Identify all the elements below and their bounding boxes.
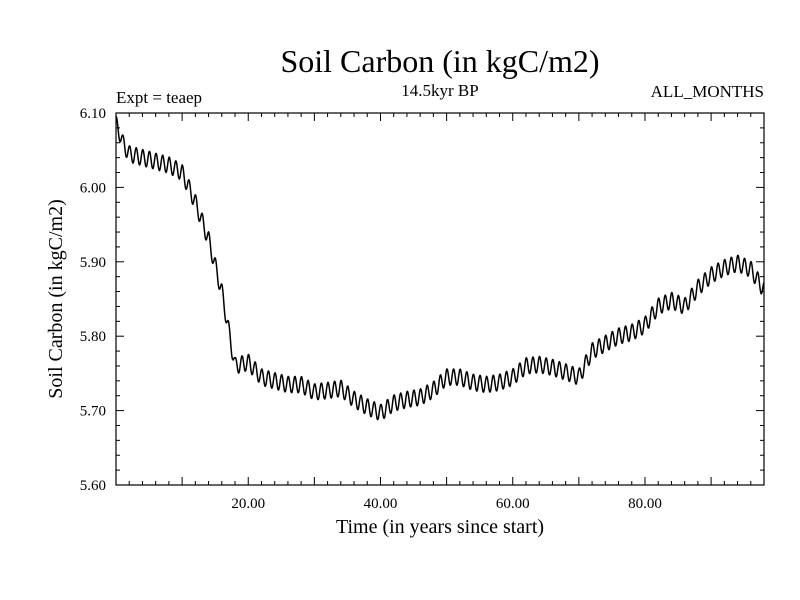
x-tick-label: 80.00 [628, 496, 662, 512]
y-axis-label: Soil Carbon (in kgC/m2) [45, 199, 67, 398]
y-tick-label: 5.60 [80, 478, 106, 494]
plot-frame [115, 112, 765, 486]
y-tick-label: 6.10 [80, 106, 106, 122]
months-label: ALL_MONTHS [651, 82, 764, 101]
y-tick-label: 5.70 [80, 404, 106, 420]
data-series-line [115, 116, 765, 421]
x-axis-ticks: 20.00 40.00 60.00 80.00 [128, 113, 765, 512]
x-tick-label: 40.00 [364, 496, 398, 512]
y-tick-label: 5.90 [80, 255, 106, 271]
experiment-label: Expt = teaep [116, 88, 202, 107]
x-tick-label: 60.00 [496, 496, 530, 512]
chart-title: Soil Carbon (in kgC/m2) [280, 43, 599, 79]
chart-subtitle: 14.5kyr BP [401, 81, 478, 100]
y-axis-ticks: 5.60 5.70 5.80 5.90 6.00 6.10 [80, 106, 764, 494]
y-tick-label: 6.00 [80, 180, 106, 196]
x-axis-label: Time (in years since start) [336, 516, 544, 538]
y-tick-label: 5.80 [80, 329, 106, 345]
x-tick-label: 20.00 [231, 496, 265, 512]
